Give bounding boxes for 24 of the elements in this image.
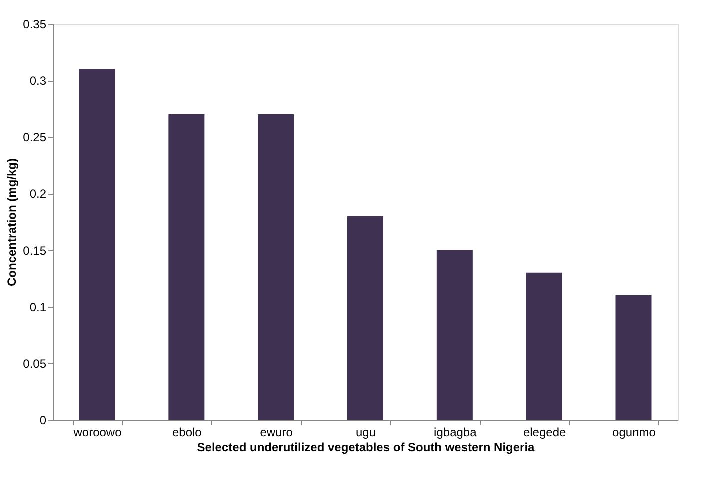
bar (436, 250, 473, 420)
bar (258, 114, 294, 420)
x-tick-label: ebolo (172, 426, 202, 440)
x-tick-label: ewuro (260, 426, 294, 440)
x-tick-label: woroowo (72, 426, 122, 440)
x-tick-label: ogunmo (612, 426, 656, 440)
bar (348, 216, 384, 420)
x-tick-label: ugu (356, 426, 376, 440)
y-tick-label: 0.25 (23, 130, 47, 145)
y-tick-label: 0.2 (30, 187, 47, 202)
y-tick-label: 0.05 (23, 356, 47, 371)
bar (616, 296, 652, 420)
y-tick-label: 0.3 (30, 74, 47, 88)
y-axis-title: Concentration (mg/kg) (5, 158, 20, 286)
bar (526, 272, 562, 420)
y-tick-label: 0 (40, 414, 47, 428)
y-tick-label: 0.1 (30, 300, 47, 314)
y-tick-label: 0.15 (23, 244, 47, 258)
x-tick-label: elegede (523, 426, 567, 440)
bar (79, 69, 116, 420)
x-tick-label: igbagba (434, 426, 478, 440)
y-tick-label: 0.35 (23, 18, 47, 32)
bar (168, 114, 205, 420)
x-axis-title: Selected underutilized vegetables of South western Nigeria (197, 440, 536, 454)
